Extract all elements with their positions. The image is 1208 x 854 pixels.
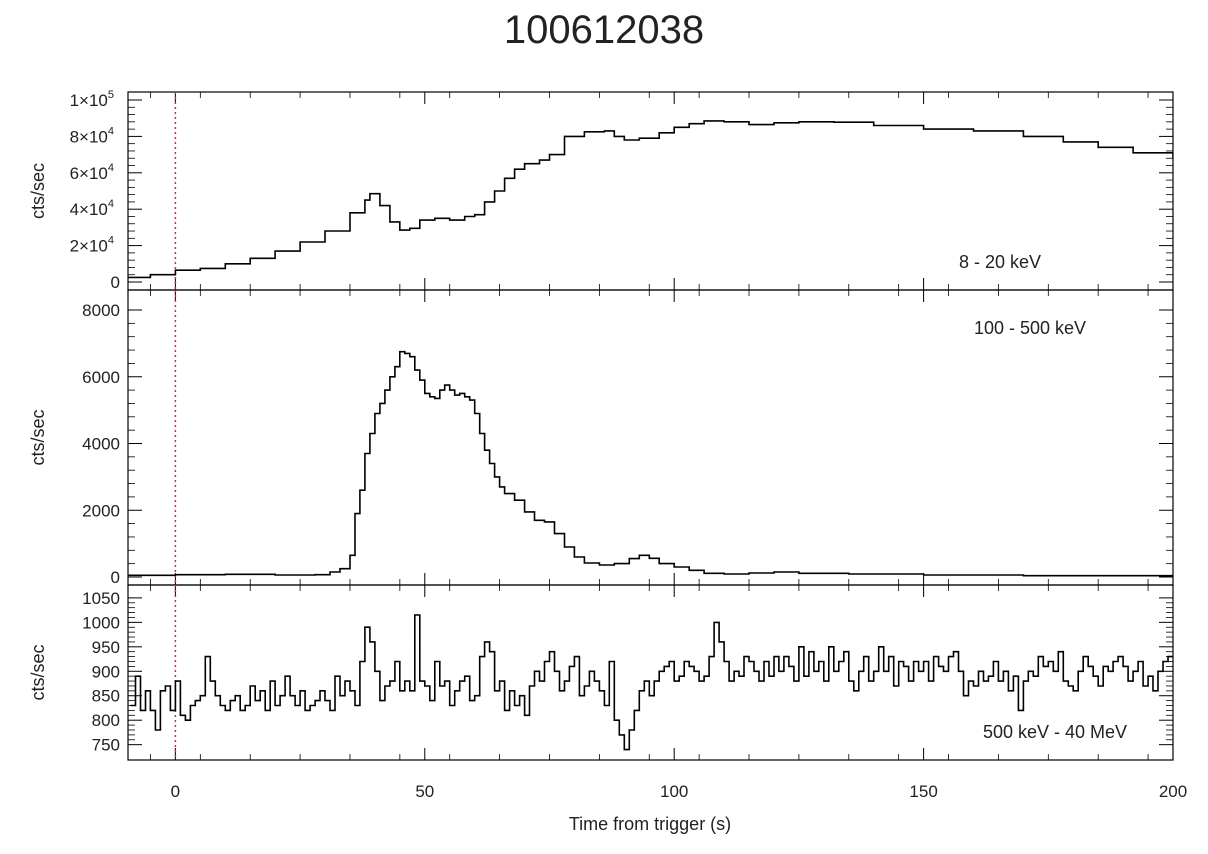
y-tick-label: 950: [92, 638, 120, 657]
y-tick-label: 850: [92, 687, 120, 706]
y-tick-label: 2×104: [70, 235, 114, 256]
x-axis-label: Time from trigger (s): [569, 814, 731, 834]
x-tick-label: 150: [909, 782, 937, 801]
y-tick-label: 800: [92, 711, 120, 730]
y-tick-label: 6000: [82, 368, 120, 387]
series-2-label: 100 - 500 keV: [974, 318, 1086, 338]
panel-2: 0 2000 4000 6000 8000 100 - 500 keV cts/sec: [28, 289, 1174, 587]
panel-3: 750 800 850 900 950 1000 1050 500 keV - 40 MeV c…: [28, 584, 1174, 761]
x-axis: 0 50 100 150 200: [171, 782, 1188, 801]
y-tick-label: 8×104: [70, 125, 114, 146]
y-tick-label: 2000: [82, 501, 120, 520]
y-tick-label: 1050: [82, 589, 120, 608]
y-tick-label: 900: [92, 662, 120, 681]
x-tick-label: 100: [660, 782, 688, 801]
panels-group: 0 2×104 4×104 6×104 8×104 1×105 8 - 20 keV cts/…: [28, 89, 1174, 761]
y-tick-label: 1×105: [70, 89, 114, 110]
x-tick-label: 0: [171, 782, 180, 801]
y-axis-label-1: cts/sec: [28, 163, 48, 219]
y-tick-label: 4000: [82, 435, 120, 454]
y-axis-label-3: cts/sec: [28, 644, 48, 700]
series-2-curve: [128, 350, 1173, 577]
y-tick-label: 4×104: [70, 198, 114, 219]
y-tick-label: 6×104: [70, 162, 114, 183]
y-tick-label: 0: [111, 568, 120, 587]
x-tick-label: 200: [1159, 782, 1187, 801]
series-3-curve: [130, 614, 1173, 751]
y-tick-label: 8000: [82, 301, 120, 320]
y-axis-label-2: cts/sec: [28, 409, 48, 465]
chart-title: 100612038: [503, 8, 705, 52]
series-1-label: 8 - 20 keV: [959, 252, 1041, 272]
x-tick-label: 50: [415, 782, 434, 801]
series-1-curve: [128, 120, 1173, 279]
y-tick-label: 0: [111, 273, 120, 292]
panel-1: 0 2×104 4×104 6×104 8×104 1×105 8 - 20 keV cts/…: [28, 89, 1174, 292]
panel-frame: [127, 584, 1174, 761]
y-tick-label: 1000: [82, 613, 120, 632]
y-tick-label: 750: [92, 736, 120, 755]
series-3-label: 500 keV - 40 MeV: [983, 722, 1127, 742]
